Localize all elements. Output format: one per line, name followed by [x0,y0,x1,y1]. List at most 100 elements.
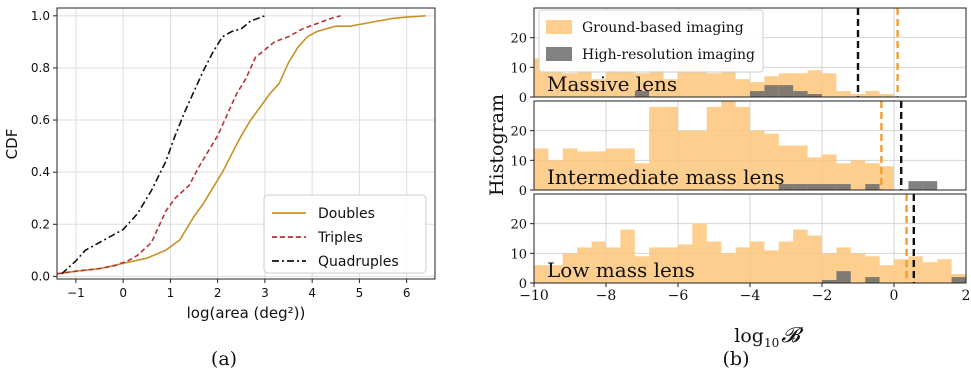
ground-based-bar [850,160,866,190]
histogram-subplots: 0 10 20 Massive lens 0 10 20 Intermediate mass … [510,7,967,292]
panel-label-a: (a) [211,348,237,370]
histogram-y-tick-label: 0 [519,91,527,106]
cdf-grid [57,8,435,279]
ground-based-bar [606,70,621,97]
histogram-subplot-label: Low mass lens [547,258,695,282]
ground-based-bar [850,94,866,97]
ground-based-bar [620,229,635,283]
ground-based-bar [548,265,563,283]
ground-based-bar [879,94,894,97]
cdf-legend: Doubles Triples Quadruples [263,194,427,274]
ground-based-bar [649,70,664,97]
cdf-y-tick-label: 0.2 [31,217,50,231]
ground-based-bar [764,250,779,283]
ground-based-bar [865,256,880,283]
histogram-subplot-frame [533,7,967,98]
ground-based-bar [663,247,678,283]
ground-based-bar [807,235,822,283]
ground-based-bar [591,151,606,190]
cdf-x-tick-label: 5 [356,286,364,300]
histogram-subplot-frame [533,100,967,191]
cdf-legend-label: Doubles [318,206,375,222]
ground-based-bar [649,106,664,190]
ground-based-bar [634,256,650,283]
ground-based-bar [678,64,693,97]
cdf-y-tick-label: 1.0 [31,9,50,23]
ground-based-bar [807,157,822,190]
ground-based-bar [606,247,621,283]
histogram-x-tick-label: −6 [668,288,689,304]
high-resolution-bar [634,91,650,97]
high-resolution-bar [778,184,794,190]
cdf-x-tick-label: 6 [403,286,411,300]
cdf-x-tick-label: 4 [308,286,316,300]
ground-based-bar [894,259,909,283]
ground-based-bar [879,265,894,283]
cdf-line-doubles [56,15,426,275]
cdf-x-tick-label: −1 [67,286,85,300]
ground-based-bar [721,101,736,190]
ground-based-bar [778,145,794,190]
ground-based-bar [663,106,678,190]
histogram-legend-swatch [546,20,572,34]
ground-based-bar [620,67,635,97]
histogram-subplot-label: Intermediate mass lens [547,165,785,189]
cdf-line-quadruples [61,15,266,275]
ground-based-bar [649,247,664,283]
histogram-x-label-subscript: 10 [764,336,779,350]
histogram-legend-box [538,9,764,73]
ground-based-bar [865,91,880,97]
ground-based-bar [534,265,549,283]
histogram-y-tick-label: 0 [519,277,527,292]
cdf-x-tick-label: 1 [167,286,175,300]
ground-based-bar [750,241,765,283]
ground-based-bar [562,253,578,283]
histogram-y-axis-label: Histogram [486,94,508,196]
ground-based-bar [577,151,592,190]
cdf-legend-box [263,194,427,274]
high-resolution-bar [822,184,837,190]
ground-based-bar [562,148,578,190]
ground-based-bar [793,145,808,190]
high-resolution-bar [793,91,808,97]
ground-based-bar [937,259,952,283]
cdf-y-tick-label: 0.4 [31,165,50,179]
cdf-y-tick-label: 0.8 [31,61,50,75]
histogram-x-ticks: −10 −8 −6 −4 −2 0 2 [519,283,970,304]
cdf-legend-label: Triples [317,230,363,246]
ground-based-bar [879,166,894,190]
histogram-y-tick-label: 10 [510,154,527,169]
histogram-y-tick-label: 20 [510,218,527,233]
histogram-x-tick-label: −4 [740,288,761,304]
ground-based-bar [807,70,822,97]
ground-based-bar [850,253,866,283]
histogram-y-tick-label: 20 [510,32,527,47]
ground-based-bar [822,73,837,97]
cdf-plot-frame [56,7,436,280]
high-resolution-bar [793,184,808,190]
ground-based-bar [836,91,851,97]
ground-based-bar [735,79,750,97]
ground-based-bar [534,148,549,190]
high-resolution-bar [836,271,851,283]
ground-based-bar [750,130,765,190]
histogram-legend-label: Ground-based imaging [582,20,744,36]
cdf-x-tick-label: 3 [261,286,269,300]
high-resolution-bar [750,91,765,97]
histogram-x-axis-label: log10𝓑 [734,323,804,350]
histogram-y-tick-label: 20 [510,125,527,140]
ground-based-bar [577,247,592,283]
cdf-ticks: −1 0 1 2 3 4 5 6 0.0 0.2 0.4 0.6 0.8 1.0 [31,9,411,300]
ground-based-bar [548,67,563,97]
ground-based-bar [922,262,938,283]
ground-based-bar [822,253,837,283]
histogram-legend-swatch [546,47,572,61]
ground-based-bar [822,154,837,190]
histogram-x-tick-label: −10 [519,288,549,304]
histogram-x-label-log: log [734,325,764,347]
high-resolution-bar [865,184,880,190]
histogram-x-tick-label: −8 [596,288,617,304]
cdf-x-tick-label: 2 [214,286,222,300]
